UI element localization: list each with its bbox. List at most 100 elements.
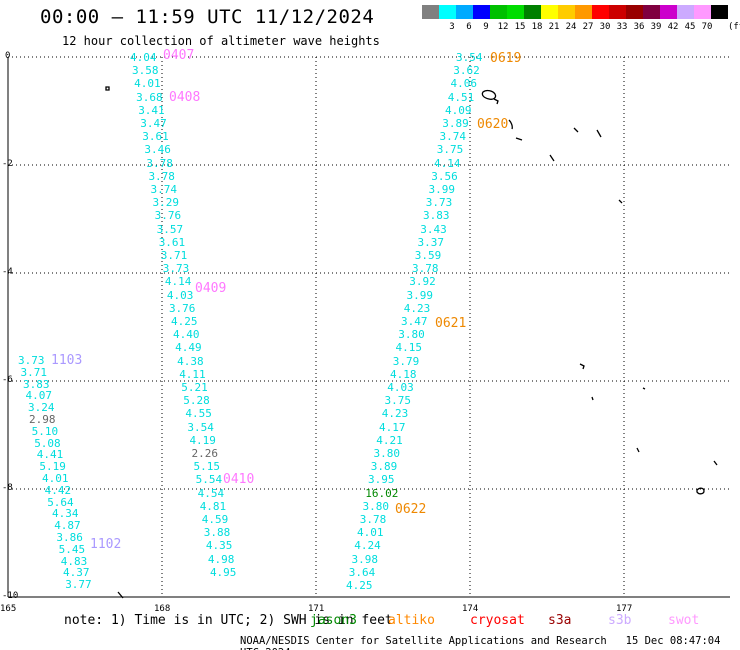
latitude-label: -6 xyxy=(2,375,13,385)
wave-height-value: 3.88 xyxy=(203,526,231,540)
legend-swatch xyxy=(643,5,660,19)
wave-height-value: 4.23 xyxy=(403,301,431,315)
wave-height-value: 3.99 xyxy=(428,183,456,196)
pass-label: 1102 xyxy=(90,537,122,552)
legend-swatch xyxy=(711,5,728,19)
longitude-label: 165 xyxy=(0,604,17,614)
wave-height-value: 3.76 xyxy=(154,209,182,223)
legend-swatch xyxy=(575,5,592,19)
wave-height-value: 4.07 xyxy=(25,389,53,403)
wave-height-value: 3.29 xyxy=(152,196,180,210)
legend-swatch xyxy=(422,5,439,19)
wave-height-value: 3.43 xyxy=(420,222,447,236)
wave-height-value: 4.25 xyxy=(346,579,373,592)
wave-height-value: 4.09 xyxy=(445,103,472,117)
wave-height-value: 3.46 xyxy=(144,143,171,157)
island-outline xyxy=(117,447,718,599)
legend-tick-label: 3 xyxy=(449,22,455,32)
wave-height-value: 4.41 xyxy=(36,448,64,462)
legend-swatch xyxy=(456,5,473,19)
wave-height-value: 3.83 xyxy=(423,209,450,223)
legend-swatch xyxy=(439,5,456,19)
wave-height-value: 3.73 xyxy=(162,262,190,276)
wave-height-value: 4.81 xyxy=(199,499,227,513)
wave-height-value: 3.78 xyxy=(359,513,387,526)
legend-tick-label: 39 xyxy=(650,22,662,32)
wave-height-value: 4.49 xyxy=(175,341,202,355)
satellite-name: swot xyxy=(668,613,700,628)
latitude-label: -8 xyxy=(2,483,13,493)
legend-swatch xyxy=(694,5,711,19)
wave-height-value: 3.74 xyxy=(439,130,467,144)
wave-height-value: 3.78 xyxy=(412,262,439,276)
longitude-label: 174 xyxy=(462,604,479,614)
pass-label: 0410 xyxy=(223,472,255,487)
longitude-label: 171 xyxy=(308,604,325,614)
satellite-name: s3b xyxy=(608,613,632,628)
wave-height-value: 4.35 xyxy=(205,539,233,553)
longitude-label: 168 xyxy=(154,604,171,614)
wave-height-value: 4.15 xyxy=(395,341,423,355)
wave-height-value: 3.62 xyxy=(453,64,480,78)
wave-height-value: 4.19 xyxy=(189,433,216,447)
legend-tick-label: 6 xyxy=(466,22,472,32)
wave-height-value: 3.75 xyxy=(436,143,464,157)
legend-swatch xyxy=(626,5,643,19)
legend-swatch xyxy=(677,5,694,19)
legend-swatch xyxy=(490,5,507,19)
wave-height-value: 5.28 xyxy=(183,394,210,408)
satellite-name: cryosat xyxy=(470,613,525,628)
island-outline xyxy=(549,154,646,401)
wave-height-value: 4.59 xyxy=(201,513,229,526)
wave-height-value: 4.95 xyxy=(209,565,237,579)
legend-tick-label: 27 xyxy=(582,22,594,32)
wave-height-value: 4.42 xyxy=(44,483,72,497)
wave-height-value: 3.86 xyxy=(56,531,83,544)
wave-height-value: 3.98 xyxy=(351,552,379,566)
legend-swatch xyxy=(507,5,524,19)
wave-height-value: 3.54 xyxy=(187,420,214,434)
wave-height-value: 5.08 xyxy=(34,436,61,450)
legend-swatch xyxy=(660,5,677,19)
wave-height-value: 5.19 xyxy=(39,460,66,474)
legend-tick-label: 21 xyxy=(548,22,560,32)
wave-height-value: 4.55 xyxy=(185,407,212,421)
wave-height-value: 3.73 xyxy=(18,354,45,367)
wave-height-value: 3.24 xyxy=(28,401,55,415)
legend-tick-label: 70 xyxy=(701,22,713,32)
wave-height-value: 4.37 xyxy=(63,566,90,580)
wave-height-value: 3.64 xyxy=(348,565,376,579)
wave-height-value: 4.38 xyxy=(177,354,204,368)
legend-tick-label: 33 xyxy=(616,22,628,32)
wave-height-value: 3.47 xyxy=(401,315,428,328)
island-outlines xyxy=(105,86,718,599)
satellite-name: s3a xyxy=(548,613,572,628)
legend-swatch xyxy=(524,5,541,19)
pass-label: 0409 xyxy=(195,281,227,296)
wave-height-value: 4.17 xyxy=(379,420,406,434)
wave-height-value: 3.71 xyxy=(160,249,188,262)
wave-height-value: 3.78 xyxy=(148,169,175,183)
wave-height-value: 2.98 xyxy=(29,413,56,426)
wave-height-value: 3.78 xyxy=(146,156,173,170)
wave-height-value: 3.80 xyxy=(373,447,401,460)
pass-label: 0620 xyxy=(477,117,509,132)
wave-height-value: 4.83 xyxy=(60,554,88,568)
wave-height-value: 3.56 xyxy=(431,169,458,183)
pass-label: 0619 xyxy=(490,51,522,66)
legend-swatch xyxy=(473,5,490,19)
wave-height-value: 3.73 xyxy=(425,196,453,210)
latitude-label: -10 xyxy=(2,591,19,601)
wave-height-value: 4.11 xyxy=(179,367,206,381)
credit-timestamp: 15 Dec 08:47:04 UTC 2024 xyxy=(240,635,721,650)
pass-label: 0408 xyxy=(169,90,201,105)
wave-height-value: 3.68 xyxy=(136,90,163,104)
satellite-name: jason3 xyxy=(310,613,357,628)
wave-height-value: 4.25 xyxy=(171,315,198,328)
wave-height-value: 4.06 xyxy=(450,77,478,91)
legend-tick-label: 9 xyxy=(483,22,489,32)
legend-swatch xyxy=(592,5,609,19)
wave-height-value: 4.14 xyxy=(434,156,461,170)
latitude-label: 0 xyxy=(5,51,11,61)
legend-tick-label: 36 xyxy=(633,22,645,32)
